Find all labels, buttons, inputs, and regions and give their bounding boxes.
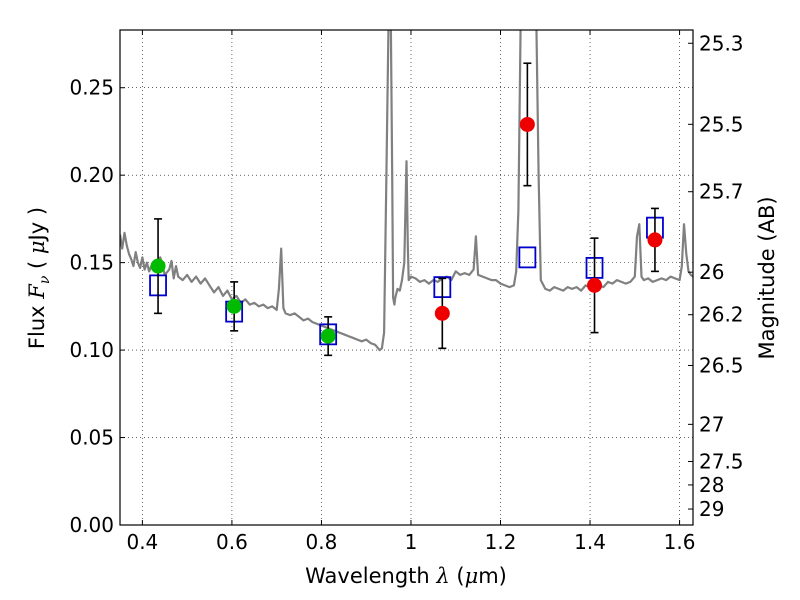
- x-tick-label: 1.2: [485, 530, 517, 554]
- data-point: [587, 277, 603, 293]
- x-axis-ticks: 0.4 0.6 0.8 1 1.2 1.4 1.6: [126, 30, 695, 554]
- y-tick-label: 0.00: [69, 513, 114, 537]
- data-point: [434, 305, 450, 321]
- data-point: [647, 232, 663, 248]
- x-tick-label: 1.6: [664, 530, 696, 554]
- y-tick-label: 0.25: [69, 76, 114, 100]
- y-tick-label: 0.15: [69, 251, 114, 275]
- magnitude-tick-label: 27: [699, 412, 724, 436]
- data-point: [226, 298, 242, 314]
- data-point: [150, 258, 166, 274]
- x-tick-label: 1: [405, 530, 418, 554]
- markers-layer: [149, 62, 664, 357]
- magnitude-tick-label: 25.5: [699, 112, 744, 136]
- x-tick-label: 0.8: [306, 530, 338, 554]
- y-tick-label: 0.20: [69, 163, 114, 187]
- magnitude-tick-label: 26.2: [699, 303, 744, 327]
- model-photometry-square: [518, 246, 537, 269]
- magnitude-tick-label: 25.7: [699, 180, 744, 204]
- magnitude-tick-label: 25.3: [699, 31, 744, 55]
- y-axis-ticks: 0.00 0.05 0.10 0.15 0.20 0.25: [69, 76, 125, 537]
- magnitude-tick-label: 26: [699, 260, 724, 284]
- x-axis-label: Wavelength λ (μm): [305, 564, 507, 588]
- plot-frame: [119, 29, 694, 526]
- magnitude-axis-label: Magnitude (AB): [755, 196, 779, 359]
- magnitude-tick-label: 29: [699, 497, 724, 521]
- x-tick-label: 0.6: [216, 530, 248, 554]
- y-tick-label: 0.10: [69, 338, 114, 362]
- y-tick-label: 0.05: [69, 426, 114, 450]
- data-point: [320, 328, 336, 344]
- y-axis-label: Flux Fν ( μJy ): [25, 207, 53, 349]
- grid-lines: [120, 30, 693, 526]
- x-tick-label: 1.4: [574, 530, 606, 554]
- magnitude-tick-label: 27.5: [699, 449, 744, 473]
- magnitude-tick-label: 26.5: [699, 353, 744, 377]
- magnitude-tick-label: 28: [699, 473, 724, 497]
- data-point: [519, 116, 535, 132]
- x-tick-label: 0.4: [126, 530, 158, 554]
